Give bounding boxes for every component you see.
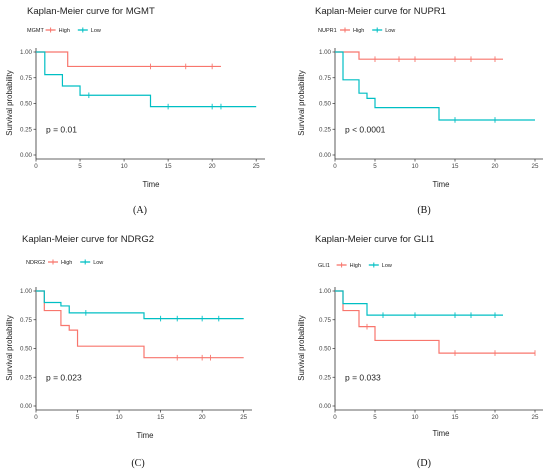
x-axis-label: Time (432, 180, 449, 189)
y-axis-label: Survival probability (297, 315, 306, 381)
legend-label-low: Low (385, 28, 395, 34)
y-tick-label: 0.50 (20, 101, 33, 108)
chart-title: Kaplan-Meier curve for NDRG2 (22, 234, 154, 245)
km-curve-high (335, 51, 503, 60)
x-tick-label: 15 (165, 163, 172, 170)
x-tick-label: 5 (373, 163, 377, 170)
p-value-annotation: p = 0.023 (46, 373, 82, 383)
x-tick-label: 0 (333, 414, 337, 421)
legend-label-high: High (61, 260, 72, 266)
y-tick-label: 0.25 (20, 126, 33, 133)
y-tick-label: 0.00 (319, 403, 332, 410)
x-tick-label: 0 (34, 163, 38, 170)
p-value-annotation: p < 0.0001 (345, 124, 386, 134)
y-tick-label: 0.50 (20, 346, 33, 353)
y-tick-label: 0.75 (20, 317, 33, 324)
x-tick-label: 25 (240, 414, 247, 421)
km-curve-low (335, 51, 535, 121)
legend: NDRG2 High Low (26, 259, 103, 266)
km-curve-low (335, 290, 503, 316)
x-tick-label: 15 (452, 414, 459, 421)
y-axis-label: Survival probability (5, 70, 14, 136)
x-tick-label: 25 (532, 414, 539, 421)
km-panel-1: Kaplan-Meier curve for MGMT MGMT High Low 0.… (5, 6, 265, 216)
legend-label-high: High (350, 263, 361, 269)
y-tick-label: 0.25 (319, 126, 332, 133)
x-tick-label: 5 (373, 414, 377, 421)
y-tick-label: 0.75 (319, 317, 332, 324)
chart-title: Kaplan-Meier curve for NUPR1 (315, 6, 446, 17)
panel-label: (A) (133, 205, 147, 216)
x-tick-label: 20 (199, 414, 206, 421)
legend: MGMT High Low (27, 27, 101, 34)
y-tick-label: 1.00 (319, 49, 332, 56)
x-tick-label: 10 (412, 414, 419, 421)
x-tick-label: 10 (116, 414, 123, 421)
legend-title: MGMT (27, 28, 44, 34)
x-tick-label: 0 (34, 414, 38, 421)
y-tick-label: 0.00 (20, 403, 33, 410)
x-axis-label: Time (142, 180, 159, 189)
legend-title: GLI1 (318, 263, 330, 269)
legend-label-low: Low (382, 263, 392, 269)
y-tick-label: 0.50 (319, 346, 332, 353)
km-curve-high (335, 290, 535, 354)
x-tick-label: 0 (333, 163, 337, 170)
y-tick-label: 0.00 (319, 152, 332, 159)
legend: NUPR1 High Low (318, 27, 395, 34)
x-tick-label: 15 (452, 163, 459, 170)
x-tick-label: 5 (76, 414, 80, 421)
panel-label: (B) (417, 205, 430, 216)
x-tick-label: 20 (209, 163, 216, 170)
legend-label-low: Low (91, 28, 101, 34)
km-curve-high (36, 290, 244, 359)
y-tick-label: 0.00 (20, 152, 33, 159)
chart-title: Kaplan-Meier curve for MGMT (27, 6, 155, 17)
y-tick-label: 0.25 (20, 374, 33, 381)
x-tick-label: 25 (253, 163, 260, 170)
x-axis-label: Time (136, 431, 153, 440)
legend: GLI1 High Low (318, 262, 392, 269)
y-tick-label: 1.00 (20, 288, 33, 295)
legend-title: NUPR1 (318, 28, 337, 34)
km-curve-low (36, 51, 257, 108)
chart-title: Kaplan-Meier curve for GLI1 (315, 234, 434, 245)
km-panel-3: Kaplan-Meier curve for NDRG2 NDRG2 High Low… (5, 234, 252, 469)
km-curve-low (36, 290, 244, 320)
legend-label-low: Low (93, 260, 103, 266)
x-tick-label: 10 (412, 163, 419, 170)
y-tick-label: 0.75 (20, 75, 33, 82)
p-value-annotation: p = 0.01 (46, 124, 77, 134)
x-tick-label: 5 (78, 163, 82, 170)
legend-label-high: High (353, 28, 364, 34)
x-tick-label: 10 (121, 163, 128, 170)
y-tick-label: 0.75 (319, 75, 332, 82)
y-axis-label: Survival probability (297, 70, 306, 136)
y-tick-label: 0.50 (319, 101, 332, 108)
legend-title: NDRG2 (26, 260, 45, 266)
km-panel-4: Kaplan-Meier curve for GLI1 GLI1 High Low 0.… (297, 234, 543, 469)
km-curve-high (36, 51, 221, 68)
x-axis-label: Time (432, 429, 449, 438)
km-panel-2: Kaplan-Meier curve for NUPR1 NUPR1 High Low… (297, 6, 543, 216)
x-tick-label: 25 (532, 163, 539, 170)
p-value-annotation: p = 0.033 (345, 373, 381, 383)
x-tick-label: 15 (157, 414, 164, 421)
y-tick-label: 0.25 (319, 374, 332, 381)
panel-label: (C) (131, 458, 144, 469)
panel-label: (D) (417, 458, 431, 469)
y-tick-label: 1.00 (319, 288, 332, 295)
x-tick-label: 20 (492, 163, 499, 170)
y-axis-label: Survival probability (5, 315, 14, 381)
y-tick-label: 1.00 (20, 49, 33, 56)
legend-label-high: High (59, 28, 70, 34)
x-tick-label: 20 (492, 414, 499, 421)
